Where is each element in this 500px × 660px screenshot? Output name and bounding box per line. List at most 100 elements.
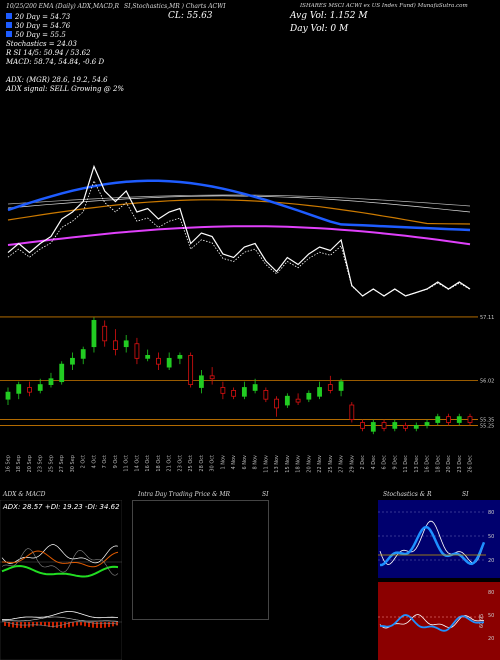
date-label: 9 Dec: [392, 455, 398, 470]
candle-body: [123, 340, 129, 348]
date-label: 30 Oct: [210, 455, 216, 472]
intraday-mr-panel: [132, 500, 269, 620]
price-label: 56.02: [480, 379, 494, 385]
indicator-rsi: R SI 14/5: 50.94 / 53.62: [6, 49, 91, 57]
macd-histogram-bar: [68, 622, 70, 628]
candle-body: [166, 357, 172, 368]
candle-body: [241, 387, 247, 397]
candle-body: [16, 384, 22, 394]
candle-body: [360, 422, 365, 429]
mr-panel-title: Intra Day Trading Price & MR: [138, 491, 231, 498]
date-label: 1 Nov: [220, 455, 226, 470]
stochastics-rsi-panel: 80 50 20 80 50 20 60.95: [378, 500, 500, 660]
macd-signal-line: [2, 616, 119, 622]
stoch-tick-80: 80: [488, 510, 494, 516]
stoch-panel-si: SI: [462, 491, 469, 498]
candle-body: [467, 416, 473, 423]
macd-histogram-bar: [48, 622, 50, 627]
candle-body: [177, 355, 183, 359]
candle-body: [156, 357, 161, 365]
macd-histogram-bar: [92, 622, 94, 628]
date-label: 23 Dec: [457, 455, 463, 473]
date-label: 21 Oct: [167, 455, 173, 472]
price-dotted-line: [7, 179, 471, 297]
header-right: ISHARES MSCI ACWI ex US Index Fund) Muna…: [300, 3, 468, 9]
stoch-tick-50: 50: [488, 534, 494, 540]
indicator-stochastics: Stochastics = 24.03: [6, 40, 77, 48]
macd-histogram-bar: [108, 622, 110, 628]
rsi-tick-80: 80: [488, 590, 494, 596]
adx-green-line: [1, 564, 119, 578]
macd-histogram-bar: [100, 622, 102, 628]
candle-body: [327, 384, 333, 391]
date-label: 20 Sep: [27, 455, 33, 472]
date-label: 11 Dec: [403, 455, 409, 473]
candle-body: [188, 355, 194, 385]
price-label: 55.25: [480, 423, 494, 429]
date-label: 11 Nov: [263, 455, 269, 473]
date-label: 22 Nov: [317, 455, 323, 473]
date-label: 4 Oct: [91, 455, 97, 468]
date-label: 4 Nov: [231, 455, 237, 470]
macd-histogram-bar: [16, 622, 18, 628]
macd-histogram-bar: [104, 622, 106, 628]
macd-histogram-bar: [44, 622, 46, 627]
date-label: 11 Oct: [124, 455, 130, 472]
candle-body: [274, 398, 280, 409]
date-label: 16 Sep: [6, 455, 12, 472]
di-orange-line: [2, 550, 119, 568]
candle-body: [198, 375, 204, 388]
indicator-30day: 30 Day = 54.76: [6, 22, 124, 31]
date-label: 6 Nov: [242, 455, 248, 470]
candle-body: [381, 422, 387, 429]
date-label: 9 Oct: [113, 455, 119, 468]
candle-body: [27, 387, 32, 393]
date-label: 18 Dec: [435, 455, 441, 473]
candle-body: [209, 375, 215, 380]
price-label: 55.35: [480, 418, 494, 424]
adx-panel-title: ADX & MACD: [3, 491, 46, 498]
candle-body: [70, 357, 75, 365]
macd-line: [1, 611, 119, 621]
date-label: 28 Oct: [199, 455, 205, 472]
candle-body: [5, 391, 11, 400]
date-label: 14 Oct: [134, 455, 140, 472]
date-label: 25 Sep: [48, 455, 54, 472]
candle-body: [446, 416, 451, 423]
ema-white-line: [7, 195, 471, 213]
price-label: 57.11: [480, 315, 494, 321]
date-label: 6 Dec: [382, 455, 388, 470]
candle-body: [220, 387, 226, 394]
candle-body: [435, 416, 441, 423]
adx-macd-panel: ADX: 28.57 +DI: 19.23 -DI: 34.62: [0, 500, 122, 660]
macd-histogram-bar: [8, 622, 10, 627]
date-label: 27 Nov: [339, 455, 345, 473]
rsi-blue-line: [380, 614, 484, 632]
candle-body: [392, 422, 398, 429]
date-label: 2 Dec: [360, 455, 366, 470]
date-label: 29 Nov: [349, 455, 355, 473]
macd-histogram-bar: [72, 622, 74, 627]
stoch-tick-20: 20: [488, 558, 494, 564]
candle-body: [113, 340, 118, 350]
candle-body: [413, 425, 419, 429]
ema-white-line: [7, 194, 471, 207]
candle-body: [145, 355, 151, 359]
candle-body: [456, 416, 462, 423]
macd-histogram-bar: [96, 622, 98, 628]
stoch-panel-title: Stochastics & R: [383, 491, 432, 498]
day-volume: Day Vol: 0 M: [290, 24, 349, 34]
macd-histogram-bar: [116, 622, 118, 626]
date-label: 13 Nov: [274, 455, 280, 473]
header-middle: SI,Stochastics,MR ) Charts ACWI: [124, 3, 226, 10]
rsi-white-line: [379, 614, 485, 629]
header-left: 10/25/200 EMA (Daily) ADX,MACD,R: [6, 3, 120, 10]
macd-histogram-bar: [36, 622, 38, 626]
date-label: 27 Sep: [59, 455, 65, 472]
date-label: 20 Dec: [446, 455, 452, 473]
date-label: 25 Oct: [188, 455, 194, 472]
ema-blue-line: [7, 179, 471, 232]
indicator-adx-signal: ADX signal: SELL Growing @ 2%: [6, 85, 125, 93]
date-label: 7 Oct: [102, 455, 108, 468]
date-label: 20 Nov: [306, 455, 312, 473]
